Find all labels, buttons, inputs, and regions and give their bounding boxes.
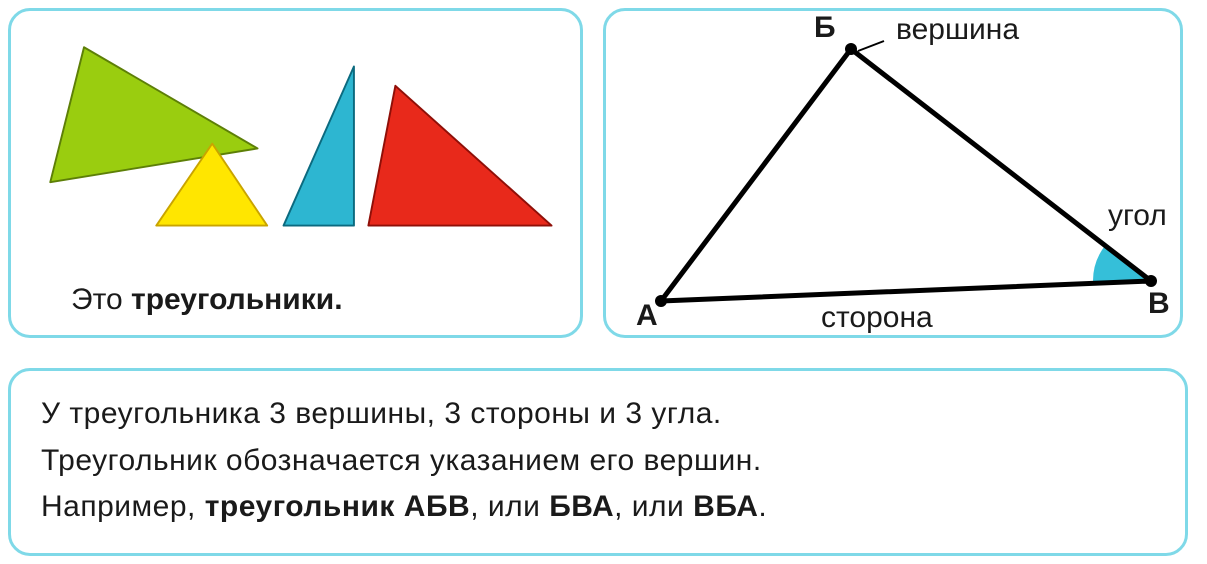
vertex-pointer-line: [858, 41, 884, 51]
vertex-dot-b: [845, 43, 857, 55]
caption-bold: треугольники.: [131, 283, 343, 316]
triangle-outline: [661, 49, 1151, 301]
triangle-diagram: [606, 11, 1186, 341]
triangles-illustration: [31, 29, 560, 277]
triangle-red: [368, 86, 551, 226]
vertex-dot-v: [1145, 275, 1157, 287]
annotation-side: сторона: [821, 301, 933, 335]
text-line3g: .: [758, 490, 767, 523]
triangles-caption: Это треугольники.: [71, 283, 560, 317]
text-line3f: ВБА: [693, 490, 758, 523]
vertex-label-v: В: [1148, 287, 1170, 321]
text-line3d: БВА: [549, 490, 614, 523]
annotation-angle: угол: [1108, 199, 1167, 233]
triangle-cyan: [284, 67, 354, 226]
text-line3e: , или: [614, 490, 693, 523]
annotation-vertex: вершина: [896, 13, 1019, 47]
text-line1: У треугольника 3 вершины, 3 стороны и 3 …: [41, 397, 722, 430]
text-line3b: треугольник АБВ: [205, 490, 470, 523]
angle-wedge: [1093, 246, 1151, 284]
triangle-green: [50, 47, 257, 182]
text-line3a: Например,: [41, 490, 205, 523]
text-line3c: , или: [470, 490, 549, 523]
text-line2: Треугольник обозначается указанием его в…: [41, 444, 762, 477]
triangle-diagram-panel: А Б В вершина сторона угол: [603, 8, 1183, 338]
vertex-label-a: А: [636, 299, 658, 333]
triangles-panel: Это треугольники.: [8, 8, 583, 338]
caption-prefix: Это: [71, 283, 131, 316]
explanation-panel: У треугольника 3 вершины, 3 стороны и 3 …: [8, 368, 1188, 556]
explanation-text: У треугольника 3 вершины, 3 стороны и 3 …: [41, 391, 1155, 531]
vertex-label-b: Б: [814, 11, 836, 45]
